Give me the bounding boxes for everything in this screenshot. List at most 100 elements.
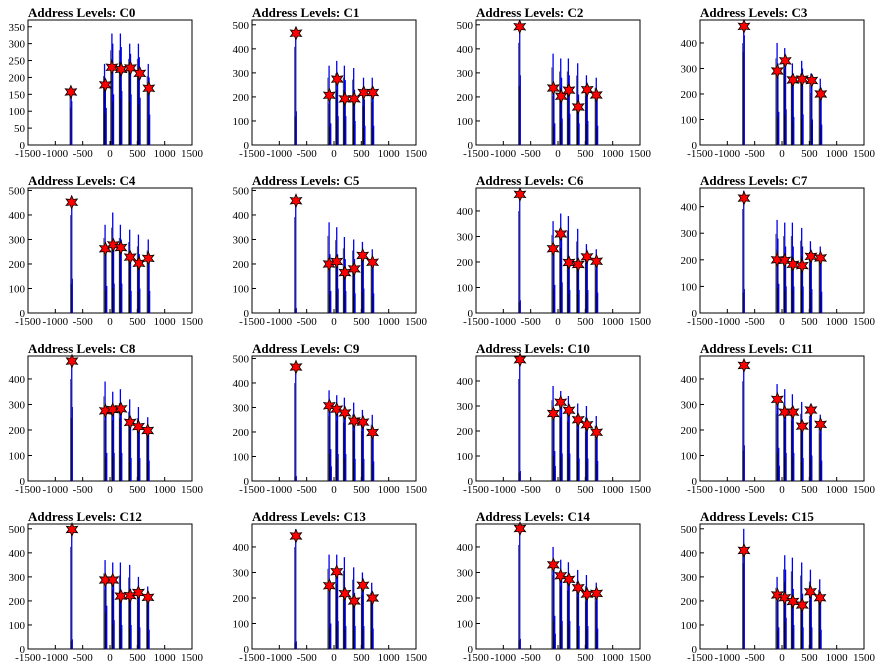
peak-marker [737,190,751,206]
peak-marker [65,521,79,538]
peak-marker [289,528,303,544]
x-tick-label: 1500 [181,652,204,664]
chart-panel-c4: Address Levels: C40100200300400500-1500-… [9,173,204,328]
peak-marker [347,91,361,107]
peak-marker [289,359,303,375]
y-tick-label: 400 [9,374,26,386]
peak-marker [580,82,594,98]
x-tick-label: -1500 [687,148,713,160]
peak-marker [131,584,145,601]
y-tick-label: 400 [233,542,250,554]
peak-marker [356,414,370,430]
y-tick-label: 100 [681,450,698,462]
peak-marker [737,357,751,373]
peak-marker [562,571,576,587]
peak-marker [347,413,361,429]
x-tick-label: 0 [779,652,785,664]
x-tick-label: -500 [521,652,542,664]
peak-marker [737,18,751,34]
chart-panel-c7: Address Levels: C7 0 100 200 300 400 -1500 -100… [681,173,876,328]
y-tick-label: 200 [9,72,26,84]
y-tick-label: 300 [9,39,26,51]
y-tick-label: 200 [233,259,250,271]
chart-panel-c14: Address Levels: C14 0 100 200 300 400 -1500 -10… [457,509,652,664]
peak-marker [357,85,371,101]
y-tick-label: 0 [20,644,26,656]
x-tick-label: 0 [555,484,561,496]
x-tick-label: -500 [73,316,94,328]
peak-marker [770,63,784,79]
x-tick-label: 0 [331,316,337,328]
y-tick-label: 200 [9,596,26,608]
chart-title: Address Levels: C3 [700,5,808,20]
y-tick-label: 200 [457,257,474,269]
peak-marker [590,424,604,440]
peak-marker [590,585,604,601]
x-tick-label: 500 [801,148,818,160]
x-tick-label: 1000 [602,484,625,496]
x-tick-label: 1000 [378,652,401,664]
x-tick-label: 1000 [154,148,177,160]
x-tick-label: -1000 [42,316,68,328]
y-tick-label: 0 [244,644,250,656]
x-tick-label: 1500 [853,148,876,160]
y-tick-label: 0 [692,308,698,320]
peak-marker [562,254,576,271]
y-tick-label: 100 [457,116,474,128]
peak-marker [105,59,119,75]
peak-marker [330,253,344,270]
peak-marker [141,422,155,439]
x-tick-label: 500 [577,316,594,328]
x-tick-label: -1000 [42,148,68,160]
y-tick-label: 400 [457,44,474,56]
x-tick-label: -1500 [239,316,265,328]
peak-marker [554,568,568,584]
x-tick-label: -500 [297,652,318,664]
x-tick-label: 500 [129,484,146,496]
x-tick-label: -1000 [714,484,740,496]
y-tick-label: 300 [681,399,698,411]
y-tick-label: 0 [692,476,698,488]
y-tick-label: 350 [9,22,26,34]
x-tick-label: -1500 [463,484,489,496]
x-tick-label: 500 [353,484,370,496]
peak-marker [65,194,79,210]
plot-frame [699,523,865,650]
x-tick-label: -1500 [463,652,489,664]
x-tick-label: -1500 [463,148,489,160]
y-tick-label: 0 [244,140,250,152]
x-tick-label: 1500 [405,148,428,160]
peak-marker [778,252,792,268]
y-tick-label: 500 [9,524,26,536]
y-tick-label: 400 [681,38,698,50]
peak-marker [814,416,828,432]
x-tick-label: 500 [129,652,146,664]
peak-marker [347,593,361,609]
x-tick-label: 1500 [853,316,876,328]
peak-marker [554,394,568,410]
peak-marker [330,401,344,417]
x-tick-label: 1000 [602,316,625,328]
peak-marker [778,590,792,606]
x-tick-label: 0 [331,652,337,664]
y-tick-label: 100 [9,450,26,462]
y-tick-label: 300 [9,399,26,411]
chart-panel-c2: Address Levels: C20100200300400500-1500-… [457,5,652,160]
peak-marker [322,578,336,594]
peak-marker [795,71,809,87]
peak-marker [131,419,146,435]
peak-marker [589,87,603,103]
peak-marker [770,391,784,407]
x-tick-label: -1500 [239,148,265,160]
chart-title: Address Levels: C2 [476,5,583,20]
x-tick-label: -500 [297,484,318,496]
x-tick-label: 1500 [853,652,876,664]
y-tick-label: 100 [233,283,250,295]
peak-marker [124,60,137,76]
plot-frame [27,523,193,650]
y-tick-label: 300 [457,401,474,413]
peak-marker [289,25,303,41]
x-tick-label: 0 [555,652,561,664]
y-tick-label: 300 [681,572,698,584]
x-tick-label: 1000 [602,148,625,160]
